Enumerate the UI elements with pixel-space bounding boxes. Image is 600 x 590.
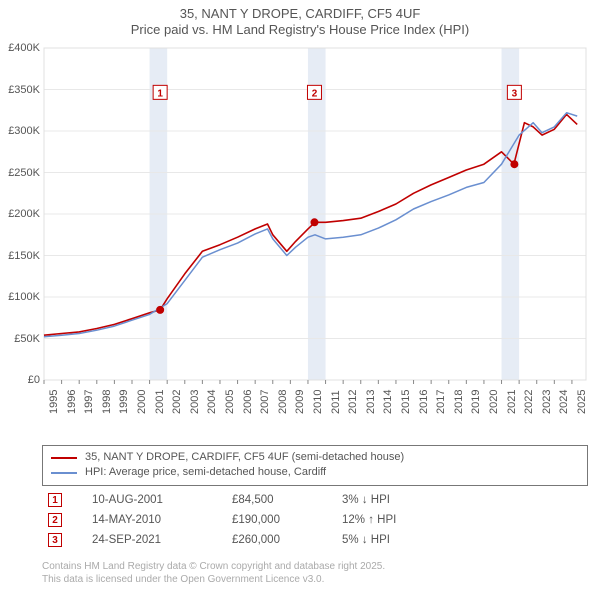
legend: 35, NANT Y DROPE, CARDIFF, CF5 4UF (semi… — [42, 445, 588, 486]
x-tick-label: 2004 — [206, 390, 218, 414]
y-tick-label: £400K — [0, 42, 40, 54]
transaction-marker: 3 — [48, 533, 62, 547]
x-tick-label: 1996 — [66, 390, 78, 414]
x-tick-label: 1999 — [118, 390, 130, 414]
x-tick-label: 2017 — [435, 390, 447, 414]
chart-svg: 1 2 3 — [40, 44, 590, 414]
x-tick-label: 2015 — [400, 390, 412, 414]
transaction-delta: 3% ↓ HPI — [342, 494, 452, 506]
x-tick-label: 2018 — [453, 390, 465, 414]
x-tick-label: 2000 — [136, 390, 148, 414]
transaction-marker: 1 — [48, 493, 62, 507]
transaction-delta: 12% ↑ HPI — [342, 514, 452, 526]
x-tick-label: 2008 — [277, 390, 289, 414]
transaction-price: £260,000 — [232, 534, 342, 546]
footer-line1: Contains HM Land Registry data © Crown c… — [42, 561, 385, 574]
svg-text:3: 3 — [512, 88, 518, 99]
x-tick-label: 1997 — [83, 390, 95, 414]
x-tick-label: 2012 — [347, 390, 359, 414]
legend-swatch — [51, 472, 77, 474]
x-tick-label: 2020 — [488, 390, 500, 414]
x-tick-label: 2003 — [189, 390, 201, 414]
chart-title: 35, NANT Y DROPE, CARDIFF, CF5 4UF Price… — [0, 0, 600, 39]
transaction-table: 1 10-AUG-2001 £84,500 3% ↓ HPI 2 14-MAY-… — [42, 490, 588, 550]
transaction-date: 14-MAY-2010 — [92, 514, 232, 526]
footer-line2: This data is licensed under the Open Gov… — [42, 574, 385, 587]
svg-text:1: 1 — [157, 88, 163, 99]
transaction-row: 1 10-AUG-2001 £84,500 3% ↓ HPI — [42, 490, 588, 510]
x-tick-label: 2019 — [470, 390, 482, 414]
x-tick-label: 2006 — [242, 390, 254, 414]
transaction-row: 2 14-MAY-2010 £190,000 12% ↑ HPI — [42, 510, 588, 530]
title-line1: 35, NANT Y DROPE, CARDIFF, CF5 4UF — [0, 6, 600, 22]
x-tick-label: 2005 — [224, 390, 236, 414]
y-tick-label: £250K — [0, 167, 40, 179]
chart-plot: 1 2 3 — [40, 44, 590, 414]
transaction-delta: 5% ↓ HPI — [342, 534, 452, 546]
x-tick-label: 2022 — [523, 390, 535, 414]
x-tick-label: 2007 — [259, 390, 271, 414]
legend-item: 35, NANT Y DROPE, CARDIFF, CF5 4UF (semi… — [51, 450, 579, 465]
y-tick-label: £300K — [0, 125, 40, 137]
x-tick-label: 2002 — [171, 390, 183, 414]
y-tick-label: £200K — [0, 208, 40, 220]
x-tick-label: 2001 — [154, 390, 166, 414]
footer-attribution: Contains HM Land Registry data © Crown c… — [42, 561, 385, 586]
transaction-date: 10-AUG-2001 — [92, 494, 232, 506]
legend-label: HPI: Average price, semi-detached house,… — [85, 465, 326, 480]
x-tick-label: 2016 — [418, 390, 430, 414]
transaction-marker: 2 — [48, 513, 62, 527]
transaction-price: £190,000 — [232, 514, 342, 526]
x-tick-label: 2013 — [365, 390, 377, 414]
transaction-price: £84,500 — [232, 494, 342, 506]
x-tick-label: 2021 — [506, 390, 518, 414]
title-line2: Price paid vs. HM Land Registry's House … — [0, 22, 600, 38]
x-tick-label: 2023 — [541, 390, 553, 414]
x-tick-label: 2024 — [558, 390, 570, 414]
x-tick-label: 2014 — [382, 390, 394, 414]
legend-swatch — [51, 457, 77, 459]
x-tick-label: 2009 — [294, 390, 306, 414]
x-tick-label: 2010 — [312, 390, 324, 414]
x-tick-label: 2011 — [330, 390, 342, 414]
y-tick-label: £0 — [0, 374, 40, 386]
svg-text:2: 2 — [312, 88, 318, 99]
legend-label: 35, NANT Y DROPE, CARDIFF, CF5 4UF (semi… — [85, 450, 404, 465]
y-tick-label: £350K — [0, 84, 40, 96]
legend-item: HPI: Average price, semi-detached house,… — [51, 465, 579, 480]
x-tick-label: 1998 — [101, 390, 113, 414]
y-tick-label: £100K — [0, 291, 40, 303]
y-tick-label: £50K — [0, 333, 40, 345]
x-tick-label: 1995 — [48, 390, 60, 414]
transaction-date: 24-SEP-2021 — [92, 534, 232, 546]
x-tick-label: 2025 — [576, 390, 588, 414]
y-tick-label: £150K — [0, 250, 40, 262]
transaction-row: 3 24-SEP-2021 £260,000 5% ↓ HPI — [42, 530, 588, 550]
